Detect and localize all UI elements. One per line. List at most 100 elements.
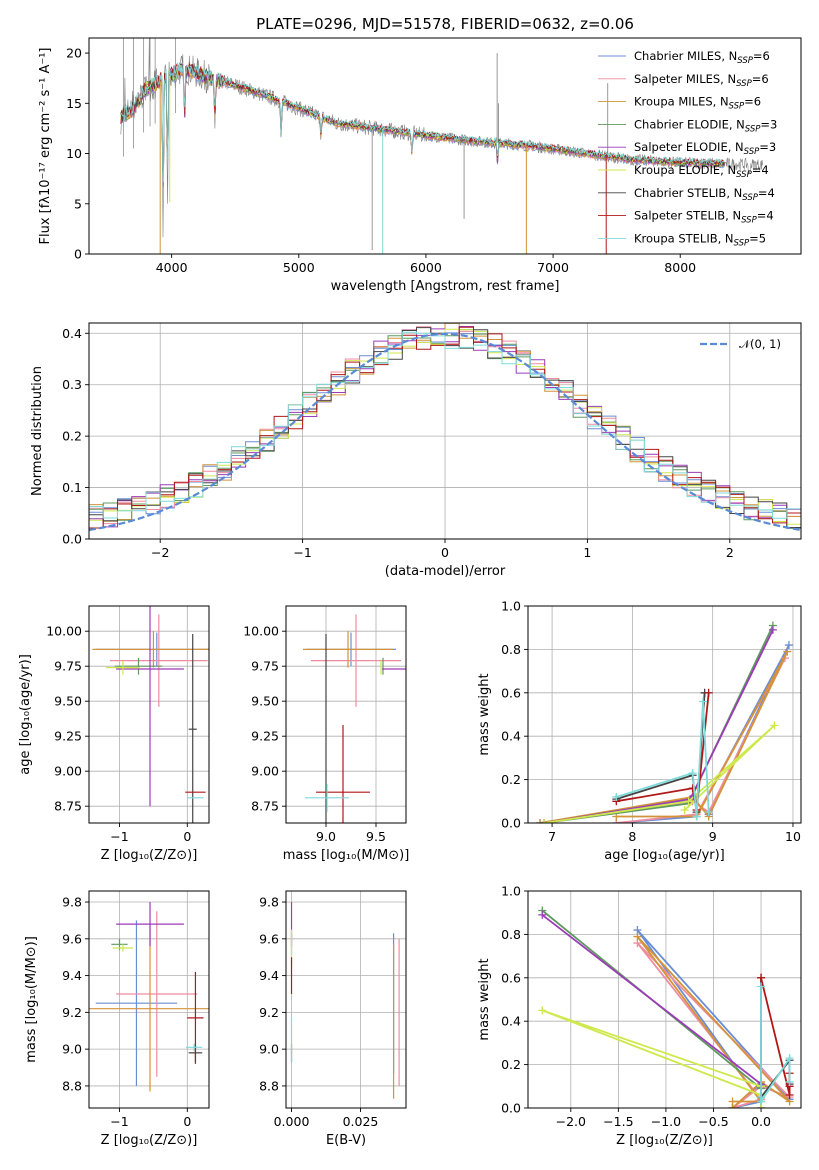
mass_vs_ebv-plot-area: [290, 902, 400, 1099]
spectrum-ytick-label-3: 15: [66, 96, 82, 111]
residuals-xtick-label-2: 0: [441, 545, 449, 560]
age_vs_Z-ytick-label-3: 9.50: [54, 694, 82, 709]
figure-title: PLATE=0296, MJD=51578, FIBERID=0632, z=0…: [256, 15, 634, 33]
weight_vs_age-marker-kroupa-elodie-2: [770, 721, 779, 730]
age_vs_Z-ytick-label-1: 9.00: [54, 764, 82, 779]
spectrum-legend-suffix-4: =3: [759, 140, 776, 154]
weight_vs_age-ytick-label-5: 1.0: [501, 599, 521, 614]
spectrum-legend-sub-4: SSP: [744, 147, 760, 157]
weight_vs_age-panel: 7 8 9 10 0.0 0.2 0.4 0.6 0.8 1.0 age [log₁₀(age/yr…: [477, 599, 802, 863]
weight_vs_age-ytick-label-2: 0.4: [501, 729, 521, 744]
residuals-ytick-label-0: 0.0: [62, 532, 82, 547]
weight_vs_age-marker-kroupa-elodie-3: [680, 805, 689, 814]
residuals-panel: 𝒩(0, 1) −2 −1 0 1 2 0.0 0.1 0.2 0.3 0.4 (data-model…: [30, 322, 802, 579]
weight_vs_Z-frame: [527, 890, 802, 1109]
spectrum-ytick-label-4: 20: [66, 46, 82, 61]
weight_vs_age-line-kroupa-elodie: [543, 724, 776, 823]
spectrum-legend-sub-5: SSP: [736, 170, 752, 180]
mass_vs_ebv-ytick-label-0: 8.8: [259, 1078, 279, 1093]
residuals-xtick-label-1: −1: [293, 545, 311, 560]
spectrum-legend-label-6: Chabrier STELIB, NSSP=4: [634, 186, 775, 203]
age_vs_mass-ytick-label-0: 8.75: [251, 799, 279, 814]
weight_vs_Z-marker-salpeter-stelib-2: [785, 1090, 794, 1099]
weight_vs_Z-ytick-label-1: 0.2: [501, 1057, 521, 1072]
weight_vs_age-marker-chabrier-miles-3: [784, 641, 793, 650]
weight_vs_Z-xtick-label-0: −2.0: [556, 1114, 586, 1129]
spectrum-legend-label-0: Chabrier MILES, NSSP=6: [634, 49, 770, 66]
mass_vs_Z-ytick-label-1: 9.0: [62, 1042, 82, 1057]
weight_vs_age-xlabel: age [log₁₀(age/yr)]: [604, 848, 725, 863]
mass_vs_ebv-ytick-label-4: 9.6: [259, 931, 279, 946]
mass_vs_ebv-frame: [285, 890, 407, 1109]
weight_vs_Z-ytick-label-2: 0.4: [501, 1014, 521, 1029]
mass_vs_ebv-ytick-label-2: 9.2: [259, 1005, 279, 1020]
spectrum-legend-sub-6: SSP: [742, 193, 758, 203]
age_vs_mass-xtick-label-0: 9.0: [316, 829, 336, 844]
spectrum-legend-label-4: Salpeter ELODIE, NSSP=3: [634, 140, 776, 157]
spectrum-ytick-label-2: 10: [66, 146, 82, 161]
age_vs_Z-xtick-label-0: −1: [110, 829, 128, 844]
age_vs_Z-xtick-label-1: 0: [183, 829, 191, 844]
spectrum-frame: [88, 37, 802, 255]
weight_vs_age-ytick-label-0: 0.0: [501, 816, 521, 831]
weight_vs_Z-marker-salpeter-stelib-3: [757, 973, 766, 982]
age_vs_mass-ytick-label-3: 9.50: [251, 694, 279, 709]
spectrum-legend-prefix-6: Chabrier STELIB, N: [634, 186, 742, 200]
spectrum-legend-suffix-5: =4: [752, 163, 769, 177]
spectrum-xtick-label-0: 4000: [156, 260, 188, 275]
weight_vs_Z-marker-kroupa-stelib-3: [757, 982, 766, 991]
weight_vs_age-ylabel: mass weight: [477, 673, 492, 755]
weight_vs_Z-xtick-label-2: −1.0: [651, 1114, 681, 1129]
weight_vs_Z-plot-area: [538, 906, 794, 1108]
spectrum-legend-suffix-8: =5: [749, 231, 766, 245]
spectrum-model-kroupa-stelib: [120, 62, 725, 181]
spectrum-legend-prefix-7: Salpeter STELIB, N: [634, 209, 741, 223]
mass_vs_Z-ytick-label-3: 9.4: [62, 968, 82, 983]
mass_vs_ebv-xtick-label-1: 0.025: [343, 1114, 379, 1129]
age_vs_mass-xlabel: mass [log₁₀(M/M⊙)]: [283, 848, 410, 863]
age_vs_Z-ylabel: age [log₁₀(age/yr)]: [18, 654, 33, 775]
spectrum-legend-label-2: Kroupa MILES, NSSP=6: [634, 95, 761, 112]
mass_vs_ebv-ytick-label-5: 9.8: [259, 895, 279, 910]
weight_vs_age-marker-salpeter-elodie-2: [768, 625, 777, 634]
spectrum-xtick-label-1: 5000: [283, 260, 315, 275]
weight_vs_age-marker-salpeter-stelib-3: [704, 688, 713, 697]
weight_vs_age-frame: [527, 605, 802, 824]
spectrum-plot-area: [120, 38, 763, 254]
age_vs_Z-ytick-label-4: 9.75: [54, 659, 82, 674]
weight_vs_age-xtick-label-0: 7: [548, 829, 556, 844]
mass_vs_Z-plot-area: [89, 902, 209, 1092]
spectrum-legend-sub-1: SSP: [736, 79, 752, 89]
residuals-xtick-label-3: 1: [583, 545, 591, 560]
spectrum-legend-sub-8: SSP: [734, 238, 750, 248]
residual-normal-curve: [89, 332, 801, 532]
weight_vs_Z-ytick-label-5: 1.0: [501, 884, 521, 899]
mass_vs_ebv-xtick-label-0: 0.000: [274, 1114, 310, 1129]
mass_vs_Z-ytick-label-2: 9.2: [62, 1005, 82, 1020]
spectrum-legend-suffix-2: =6: [744, 95, 761, 109]
mass_vs_ebv-panel: 0.000 0.025 8.8 9.0 9.2 9.4 9.6 9.8 E(B-V): [259, 890, 407, 1148]
spectrum-legend-prefix-2: Kroupa MILES, N: [634, 95, 729, 109]
spectrum-xlabel: wavelength [Angstrom, rest frame]: [331, 279, 560, 294]
age_vs_mass-plot-area: [303, 614, 406, 823]
weight_vs_age-xtick-label-1: 8: [628, 829, 636, 844]
spectrum-legend-prefix-4: Salpeter ELODIE, N: [634, 140, 744, 154]
spectrum-legend-suffix-6: =4: [758, 186, 775, 200]
spectrum-legend-sub-3: SSP: [745, 124, 761, 134]
spectrum-legend-prefix-5: Kroupa ELODIE, N: [634, 163, 736, 177]
weight_vs_Z-line-kroupa-miles: [636, 935, 791, 1108]
spectrum-xtick-label-4: 8000: [664, 260, 696, 275]
weight_vs_Z-marker-kroupa-stelib-0: [785, 1077, 794, 1086]
mass_vs_Z-xlabel: Z [log₁₀(Z/Z⊙)]: [101, 1133, 198, 1148]
mass_vs_Z-ytick-label-5: 9.8: [62, 895, 82, 910]
spectrum-legend-label-8: Kroupa STELIB, NSSP=5: [634, 231, 766, 248]
age_vs_Z-panel: −1 0 8.75 9.00 9.25 9.50 9.75 10.00 Z [log₁₀(Z/Z…: [18, 605, 210, 863]
weight_vs_age-marker-kroupa-stelib-0: [612, 792, 621, 801]
age_vs_mass-ytick-label-1: 9.00: [251, 764, 279, 779]
weight_vs_age-marker-kroupa-stelib-1: [688, 769, 697, 778]
weight_vs_Z-marker-kroupa-elodie-2: [538, 1006, 547, 1015]
residuals-xtick-label-4: 2: [726, 545, 734, 560]
weight_vs_Z-marker-salpeter-elodie-2: [538, 910, 547, 919]
